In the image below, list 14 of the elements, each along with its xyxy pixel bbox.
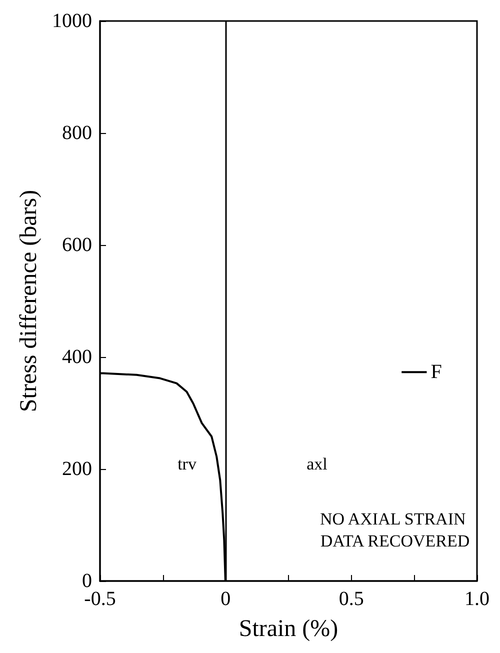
y-tick-label: 600 xyxy=(62,234,92,256)
y-tick-label: 200 xyxy=(62,458,92,480)
y-tick-label: 1000 xyxy=(52,10,92,32)
y-tick-label: 800 xyxy=(62,122,92,144)
x-tick-label: 0.5 xyxy=(338,588,364,610)
x-tick-label: 0 xyxy=(220,588,231,610)
annotation: trv xyxy=(178,454,197,474)
y-axis-title: Stress difference (bars) xyxy=(16,190,42,412)
x-tick-label: 1.0 xyxy=(464,588,490,610)
annotation: axl xyxy=(306,454,328,474)
annotation: F xyxy=(430,361,442,384)
annotation: NO AXIAL STRAIN DATA RECOVERED xyxy=(320,510,470,550)
x-axis-title: Strain (%) xyxy=(238,616,338,642)
y-tick-label: 400 xyxy=(62,346,92,368)
